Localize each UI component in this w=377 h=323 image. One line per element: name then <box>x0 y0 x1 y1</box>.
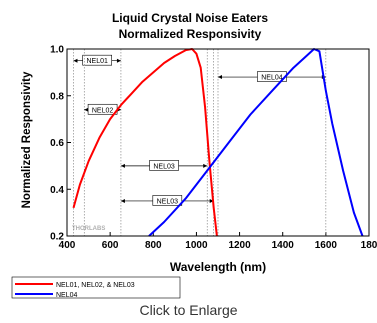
legend-label-nel01-03: NEL01, NEL02, & NEL03 <box>56 282 135 289</box>
range-label-box <box>82 54 112 66</box>
range-arrowhead-left <box>73 58 78 63</box>
x-tick-label: 1600 <box>315 240 338 251</box>
range-arrowhead-right <box>116 58 121 63</box>
y-tick-label: 0.6 <box>50 138 64 149</box>
plot-frame <box>66 48 370 237</box>
range-arrowhead-left <box>120 163 125 168</box>
range-label: NEL04 <box>261 75 283 82</box>
y-tick-label: 1.0 <box>50 45 64 56</box>
click-to-enlarge-link[interactable]: Click to Enlarge <box>139 302 238 318</box>
x-tick-label: 400 <box>59 240 76 251</box>
range-label-box <box>152 195 183 206</box>
chart-title-line-1: Liquid Crystal Noise Eaters <box>112 11 268 25</box>
range-arrowhead-right <box>203 163 208 168</box>
range-arrowhead-right <box>209 198 214 203</box>
thorlabs-watermark: THORLABS <box>72 226 105 232</box>
legend-box <box>11 276 181 299</box>
chart-title-line-2: Normalized Responsivity <box>119 27 262 41</box>
range-label-box <box>149 160 179 171</box>
y-tick-label: 0.4 <box>50 185 64 196</box>
range-label: NEL01 <box>86 58 108 65</box>
responsivity-chart: Liquid Crystal Noise Eaters Normalized R… <box>11 11 377 299</box>
range-label: NEL02 <box>92 107 114 114</box>
x-tick-label: 1200 <box>228 240 251 251</box>
range-arrowhead-left <box>120 198 125 203</box>
y-tick-label: 0.2 <box>50 232 64 243</box>
x-tick-label: 1400 <box>272 240 295 251</box>
series-line-nel04 <box>148 48 364 237</box>
legend: NEL01, NEL02, & NEL03 NEL04 <box>11 276 181 299</box>
range-label: NEL03 <box>153 163 175 170</box>
y-axis-label: Normalized Responsivity <box>21 71 33 208</box>
range-arrowhead-left <box>218 75 222 80</box>
range-arrowhead-left <box>84 107 89 112</box>
x-tick-label: 1000 <box>185 240 208 251</box>
x-tick-label: 180 <box>361 240 377 251</box>
x-tick-label: 800 <box>145 240 162 251</box>
series-line-nel01-03 <box>72 48 218 237</box>
range-label: NEL03 <box>157 198 179 205</box>
y-tick-label: 0.8 <box>50 91 64 102</box>
legend-label-nel04: NEL04 <box>56 292 78 299</box>
x-tick-label: 600 <box>102 240 119 251</box>
x-axis-label: Wavelength (nm) <box>170 260 266 274</box>
